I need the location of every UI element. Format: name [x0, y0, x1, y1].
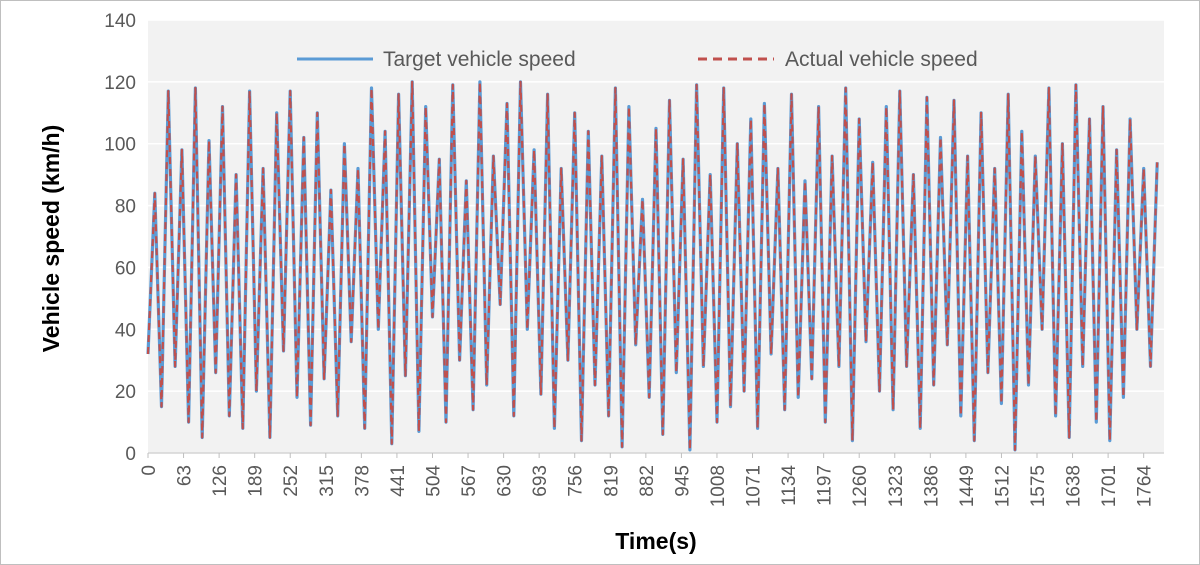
y-tick-label: 20: [115, 382, 136, 403]
x-tick-label: 1134: [779, 465, 800, 506]
y-tick-label: 60: [115, 258, 136, 279]
x-tick-label: 819: [601, 465, 622, 497]
legend-actual-label: Actual vehicle speed: [785, 48, 978, 71]
x-tick-label: 882: [637, 465, 658, 497]
x-tick-label: 756: [566, 465, 587, 497]
x-tick-label: 693: [530, 465, 551, 497]
x-tick-label: 567: [459, 465, 480, 497]
plot-area: [148, 20, 1164, 453]
x-tick-label: 504: [423, 465, 444, 497]
x-tick-label: 126: [210, 465, 231, 497]
x-tick-label: 252: [281, 465, 302, 497]
x-tick-label: 1260: [850, 465, 871, 507]
y-axis-title: Vehicle speed (km/h): [38, 125, 64, 353]
x-tick-label: 1323: [886, 465, 907, 507]
x-tick-label: 1008: [708, 465, 729, 507]
y-tick-label: 40: [115, 320, 136, 341]
x-tick-label: 1071: [744, 465, 765, 507]
x-tick-label: 441: [388, 465, 409, 497]
x-axis-title: Time(s): [615, 528, 696, 554]
x-tick-label: 0: [139, 465, 160, 476]
x-tick-label: 189: [246, 465, 267, 497]
x-tick-label: 315: [317, 465, 338, 497]
x-tick-label: 1638: [1064, 465, 1085, 507]
x-tick-label: 630: [495, 465, 516, 497]
series-layer: [146, 80, 1159, 452]
x-tick-label: 1764: [1135, 465, 1156, 508]
x-tick-label: 1575: [1028, 465, 1049, 507]
y-tick-label: 120: [104, 73, 136, 94]
y-tick-label: 140: [104, 11, 136, 32]
y-tick-label: 100: [104, 135, 136, 156]
x-tick-label: 1701: [1099, 465, 1120, 507]
legend-target-label: Target vehicle speed: [383, 48, 576, 71]
legend: Target vehicle speed Actual vehicle spee…: [297, 48, 978, 71]
x-axis-ticks: 0 63 126 189 252 315 378 441 504 567 630 693 756 819 8…: [139, 452, 1164, 508]
x-tick-label: 945: [672, 465, 693, 497]
x-tick-label: 1512: [992, 465, 1013, 507]
x-tick-label: 1386: [921, 465, 942, 507]
x-tick-label: 63: [175, 465, 196, 486]
x-tick-label: 378: [352, 465, 373, 497]
x-tick-label: 1449: [957, 465, 978, 507]
x-tick-label: 1197: [815, 465, 836, 506]
series-actual-line: [146, 80, 1159, 451]
y-axis-ticks: 0 20 40 60 80 100 120 140: [104, 11, 136, 465]
y-tick-label: 0: [125, 444, 136, 465]
y-tick-label: 80: [115, 197, 136, 218]
